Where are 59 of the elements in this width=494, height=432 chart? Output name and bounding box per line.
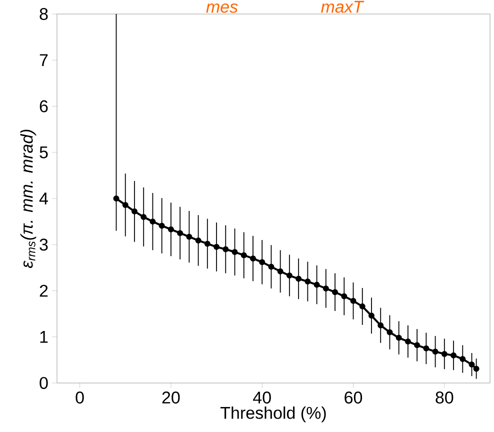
point bbox=[378, 322, 384, 328]
text: maxT bbox=[321, 0, 364, 13]
point bbox=[122, 202, 128, 208]
point bbox=[113, 196, 120, 202]
point bbox=[460, 356, 466, 362]
x-tick-label: 60 bbox=[344, 392, 362, 404]
point bbox=[150, 218, 156, 225]
point bbox=[341, 293, 348, 300]
point bbox=[158, 222, 165, 229]
y-tick-label: 0 bbox=[40, 376, 48, 390]
point bbox=[441, 350, 448, 357]
point bbox=[314, 282, 320, 288]
y-tick-label: 6 bbox=[40, 100, 48, 112]
point bbox=[204, 240, 210, 247]
point bbox=[332, 289, 338, 296]
y-tick-label: 8 bbox=[40, 8, 48, 20]
y-tick-label: 5 bbox=[40, 146, 48, 158]
point bbox=[214, 244, 220, 250]
point bbox=[396, 334, 402, 341]
point bbox=[450, 352, 457, 358]
x-tick-label: 40 bbox=[253, 392, 271, 404]
point bbox=[322, 285, 329, 292]
point bbox=[259, 259, 266, 266]
point bbox=[404, 338, 411, 344]
point bbox=[468, 362, 475, 368]
point bbox=[286, 272, 292, 279]
point bbox=[195, 237, 202, 244]
point bbox=[240, 252, 247, 258]
point bbox=[473, 366, 480, 372]
point bbox=[386, 329, 393, 336]
x-tick-label: 0 bbox=[76, 392, 84, 404]
point bbox=[423, 345, 430, 352]
y-tick-label: 1 bbox=[40, 331, 48, 343]
point bbox=[350, 298, 356, 304]
point bbox=[131, 208, 138, 214]
point bbox=[186, 234, 192, 240]
y-tick-label: 3 bbox=[40, 238, 48, 251]
point bbox=[304, 278, 311, 285]
point bbox=[268, 264, 274, 270]
text: mes bbox=[206, 3, 238, 13]
y-axis-title: ε$_{rms}$(π. mm. mrad) bbox=[20, 130, 36, 268]
point bbox=[359, 303, 366, 310]
point bbox=[277, 268, 284, 274]
point bbox=[232, 249, 238, 256]
y-tick-label: 7 bbox=[40, 54, 48, 66]
point bbox=[222, 246, 229, 252]
point bbox=[140, 214, 147, 220]
point bbox=[168, 226, 174, 232]
point bbox=[368, 312, 374, 319]
point bbox=[250, 255, 256, 262]
point bbox=[296, 276, 302, 282]
y-tick-label: 2 bbox=[40, 284, 48, 297]
x-axis-title: Threshold (%) bbox=[220, 406, 326, 422]
point bbox=[177, 230, 184, 236]
x-tick-label: 20 bbox=[162, 392, 180, 404]
y-tick-label: 4 bbox=[39, 192, 48, 204]
point bbox=[414, 342, 420, 348]
point bbox=[432, 348, 438, 355]
x-tick-label: 80 bbox=[436, 392, 454, 404]
